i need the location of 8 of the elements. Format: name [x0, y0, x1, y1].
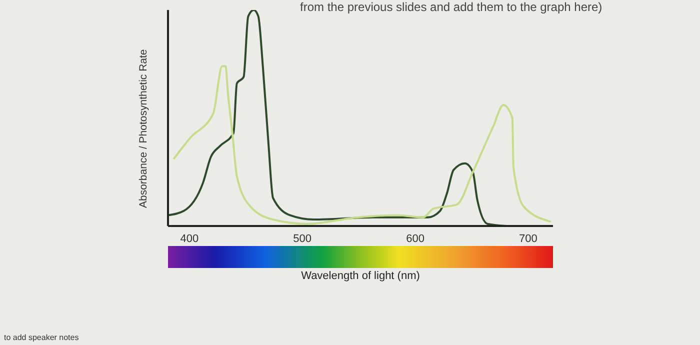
y-axis-title: Absorbance / Photosynthetic Rate [138, 49, 150, 208]
x-tick-label: 400 [180, 232, 199, 245]
x-tick-label: 600 [406, 232, 424, 245]
text: to add speaker notes [4, 333, 79, 342]
x-tick-label: 700 [518, 232, 538, 245]
x-axis-title: Wavelength of light (nm) [300, 270, 421, 282]
x-tick-label: 500 [293, 232, 312, 245]
annotation: from the previous slides and add them to the graph here) [300, 0, 602, 14]
